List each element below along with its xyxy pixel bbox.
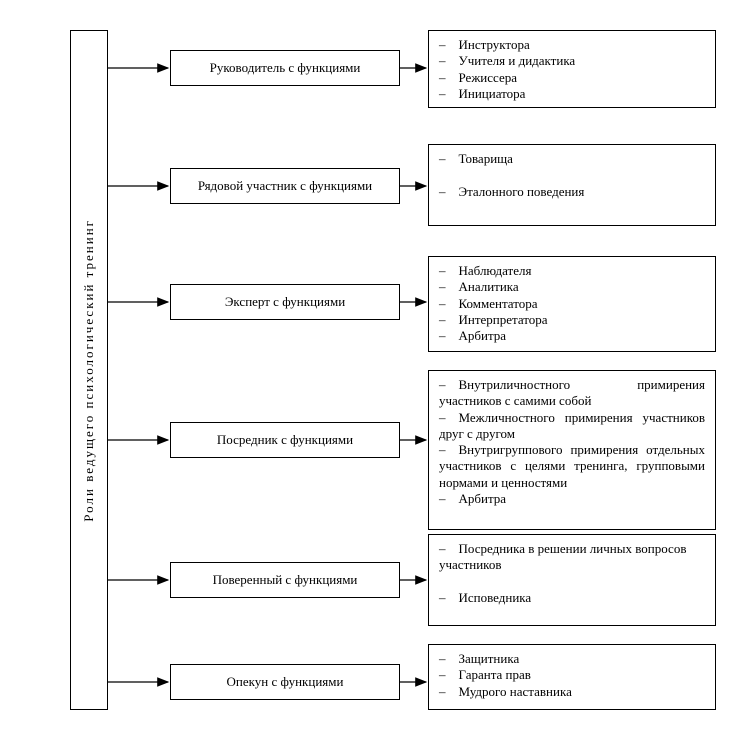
func-item [439, 167, 705, 183]
func-box-expert: – Наблюдателя– Аналитика– Комментатора– … [428, 256, 716, 352]
func-box-participant: – Товарища – Эталонного поведения [428, 144, 716, 226]
role-label: Эксперт с функциями [225, 294, 345, 310]
func-box-leader: – Инструктора– Учителя и дидактика– Режи… [428, 30, 716, 108]
func-box-guardian: – Защитника– Гаранта прав– Мудрого наста… [428, 644, 716, 710]
func-box-confidant: – Посредника в решении личных вопросов у… [428, 534, 716, 626]
role-box-guardian: Опекун с функциями [170, 664, 400, 700]
func-item: – Посредника в решении личных вопросов у… [439, 541, 705, 574]
role-label: Рядовой участник с функциями [198, 178, 372, 194]
role-label: Посредник с функциями [217, 432, 353, 448]
func-item: – Внутригруппового примирения отдельных … [439, 442, 705, 491]
func-item: – Товарища [439, 151, 705, 167]
func-item: – Режиссера [439, 70, 705, 86]
role-label: Руководитель с функциями [210, 60, 361, 76]
func-item: – Арбитра [439, 491, 705, 507]
func-item: – Инструктора [439, 37, 705, 53]
func-item: – Гаранта прав [439, 667, 705, 683]
func-item: – Исповедника [439, 590, 705, 606]
func-item: – Интерпретатора [439, 312, 705, 328]
role-box-participant: Рядовой участник с функциями [170, 168, 400, 204]
func-item: – Учителя и дидактика [439, 53, 705, 69]
role-box-leader: Руководитель с функциями [170, 50, 400, 86]
func-item: – Наблюдателя [439, 263, 705, 279]
func-item: – Аналитика [439, 279, 705, 295]
func-item: – Комментатора [439, 296, 705, 312]
func-item [439, 574, 705, 590]
role-box-mediator: Посредник с функциями [170, 422, 400, 458]
func-item: – Мудрого наставника [439, 684, 705, 700]
func-item: – Инициатора [439, 86, 705, 102]
root-box: Роли ведущего психологический тренинг [70, 30, 108, 710]
role-label: Опекун с функциями [227, 674, 344, 690]
func-item: – Межличностного примирения участников д… [439, 410, 705, 443]
func-item: – Эталонного поведения [439, 184, 705, 200]
role-box-confidant: Поверенный с функциями [170, 562, 400, 598]
root-label: Роли ведущего психологический тренинг [81, 219, 97, 522]
role-box-expert: Эксперт с функциями [170, 284, 400, 320]
func-item: – Защитника [439, 651, 705, 667]
func-box-mediator: – Внутриличностного примирения участнико… [428, 370, 716, 530]
func-item: – Внутриличностного примирения участнико… [439, 377, 705, 410]
role-label: Поверенный с функциями [213, 572, 358, 588]
func-item: – Арбитра [439, 328, 705, 344]
